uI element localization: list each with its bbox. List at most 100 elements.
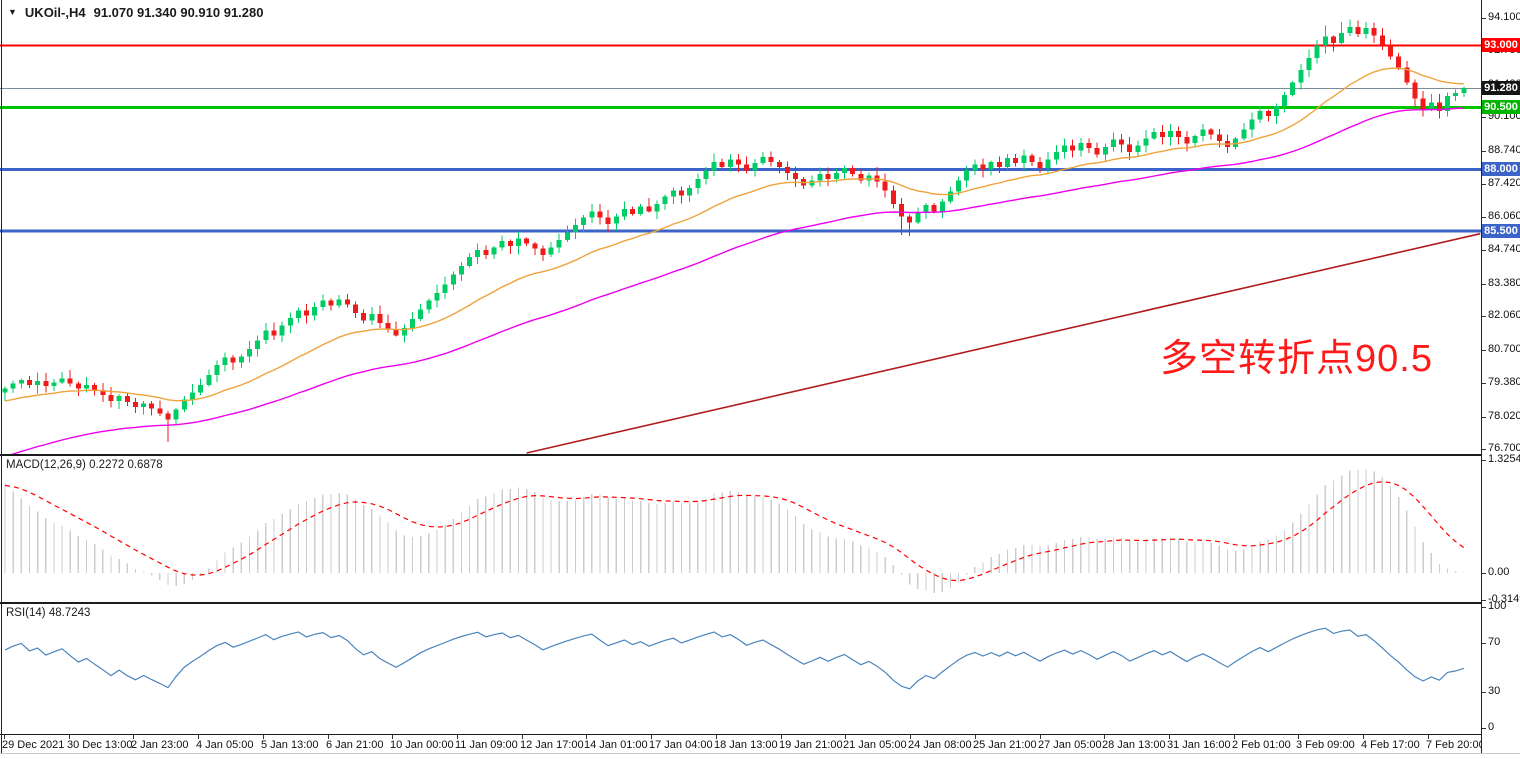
- time-tick-label: 2 Jan 23:00: [131, 739, 189, 751]
- time-tick-label: 3 Feb 09:00: [1296, 739, 1355, 751]
- axis-tick-mark: [1482, 316, 1486, 317]
- time-tick-label: 31 Jan 16:00: [1167, 739, 1231, 751]
- horizontal-level-lines[interactable]: [0, 44, 1482, 233]
- time-tick-mark: [1363, 735, 1364, 739]
- price-tick-label: 94.100: [1488, 11, 1520, 23]
- rsi-line: [4, 627, 1465, 690]
- time-tick-mark: [910, 735, 911, 739]
- price-tick-label: 80.700: [1488, 343, 1520, 355]
- macd-tick-label: 0.00: [1488, 566, 1510, 578]
- time-tick-label: 5 Jan 13:00: [261, 739, 319, 751]
- price-tick-label: 79.380: [1488, 376, 1520, 388]
- time-tick-mark: [457, 735, 458, 739]
- price-badge-90.500: 90.500: [1482, 100, 1520, 114]
- time-tick-mark: [198, 735, 199, 739]
- macd-signal-line: [4, 481, 1465, 582]
- rsi-tick-label: 30: [1488, 685, 1501, 697]
- price-tick-label: 84.740: [1488, 243, 1520, 255]
- hline-85.500[interactable]: [0, 229, 1482, 233]
- time-tick-label: 10 Jan 00:00: [390, 739, 454, 751]
- chevron-down-icon[interactable]: ▼: [8, 6, 17, 17]
- rsi-panel[interactable]: RSI(14) 48.7243: [0, 603, 1482, 735]
- macd-label: MACD(12,26,9) 0.2272 0.6878: [6, 459, 163, 471]
- time-tick-label: 11 Jan 09:00: [455, 739, 518, 751]
- axis-tick-mark: [1482, 18, 1486, 19]
- time-tick-mark: [263, 735, 264, 739]
- time-tick-mark: [133, 735, 134, 739]
- moving-average-lines: [4, 67, 1481, 455]
- axis-tick-mark: [1482, 383, 1486, 384]
- price-tick-label: 78.020: [1488, 410, 1520, 422]
- price-tick-label: 76.700: [1488, 442, 1520, 454]
- window-bottom-edge: [0, 753, 1520, 754]
- price-tick-label: 87.420: [1488, 177, 1520, 189]
- axis-tick-mark: [1482, 600, 1486, 601]
- axis-tick-mark: [1482, 151, 1486, 152]
- axis-tick-mark: [1482, 117, 1486, 118]
- macd-panel[interactable]: MACD(12,26,9) 0.2272 0.6878: [0, 455, 1482, 603]
- axis-tick-mark: [1482, 217, 1486, 218]
- panel-separator: [0, 734, 1482, 735]
- time-tick-mark: [328, 735, 329, 739]
- time-tick-mark: [1104, 735, 1105, 739]
- ohlc-readout: 91.070 91.340 90.910 91.280: [93, 5, 264, 20]
- time-tick-mark: [586, 735, 587, 739]
- rsi-tick-label: 0: [1488, 721, 1495, 733]
- time-tick-mark: [69, 735, 70, 739]
- price-badge-88.000: 88.000: [1482, 162, 1520, 176]
- time-tick-label: 30 Dec 13:00: [67, 739, 133, 751]
- axis-tick-mark: [1482, 417, 1486, 418]
- macd-tick-label: -0.3149: [1488, 593, 1520, 605]
- current-price-badge: 91.280: [1482, 81, 1520, 95]
- ma-slow-darkred: [526, 232, 1481, 454]
- time-tick-label: 14 Jan 01:00: [584, 739, 648, 751]
- time-tick-mark: [1234, 735, 1235, 739]
- time-tick-label: 25 Jan 21:00: [973, 739, 1037, 751]
- time-tick-label: 29 Dec 2021: [2, 739, 65, 751]
- time-tick-label: 27 Jan 05:00: [1038, 739, 1102, 751]
- annotation-text[interactable]: 多空转折点90.5: [1160, 338, 1433, 380]
- price-axis[interactable]: 94.10092.78091.42090.10088.74087.42086.0…: [1482, 0, 1520, 755]
- time-tick-mark: [1169, 735, 1170, 739]
- time-tick-label: 6 Jan 21:00: [326, 739, 384, 751]
- axis-tick-mark: [1482, 607, 1486, 608]
- candlesticks: [2, 19, 1467, 442]
- time-tick-label: 18 Jan 13:00: [714, 739, 778, 751]
- time-tick-mark: [781, 735, 782, 739]
- macd-canvas[interactable]: [0, 455, 1482, 603]
- panel-separator[interactable]: [0, 454, 1482, 456]
- axis-tick-mark: [1482, 449, 1486, 450]
- hline-93.000[interactable]: [0, 44, 1482, 47]
- hline-88.000[interactable]: [0, 167, 1482, 171]
- main-chart-panel[interactable]: ▼ UKOil-,H4 91.070 91.340 90.910 91.280 …: [0, 0, 1482, 455]
- time-tick-mark: [4, 735, 5, 739]
- axis-tick-mark: [1482, 284, 1486, 285]
- time-tick-label: 28 Jan 13:00: [1102, 739, 1166, 751]
- price-tick-label: 83.380: [1488, 277, 1520, 289]
- time-tick-label: 4 Jan 05:00: [196, 739, 254, 751]
- time-tick-mark: [651, 735, 652, 739]
- axis-tick-mark: [1482, 643, 1486, 644]
- time-axis[interactable]: 29 Dec 2021 30 Dec 13:00 2 Jan 23:00 4 Jan …: [0, 735, 1485, 755]
- rsi-tick-label: 70: [1488, 636, 1501, 648]
- main-chart-canvas[interactable]: [0, 0, 1482, 455]
- time-tick-mark: [716, 735, 717, 739]
- time-tick-mark: [1298, 735, 1299, 739]
- time-tick-label: 2 Feb 01:00: [1232, 739, 1291, 751]
- axis-tick-mark: [1482, 460, 1486, 461]
- price-tick-label: 86.060: [1488, 210, 1520, 222]
- macd-tick-label: 1.3254: [1488, 453, 1520, 465]
- time-tick-label: 17 Jan 04:00: [649, 739, 713, 751]
- chart-right-border: [1481, 0, 1482, 753]
- rsi-tick-label: 100: [1488, 600, 1507, 612]
- price-tick-label: 82.060: [1488, 309, 1520, 321]
- time-tick-label: 24 Jan 08:00: [908, 739, 972, 751]
- macd-histogram: [4, 469, 1465, 593]
- panel-separator[interactable]: [0, 602, 1482, 604]
- rsi-canvas[interactable]: [0, 603, 1482, 735]
- time-tick-mark: [392, 735, 393, 739]
- rsi-label: RSI(14) 48.7243: [6, 607, 91, 619]
- ma-mid-magenta: [8, 107, 1464, 455]
- hline-90.500[interactable]: [0, 105, 1482, 109]
